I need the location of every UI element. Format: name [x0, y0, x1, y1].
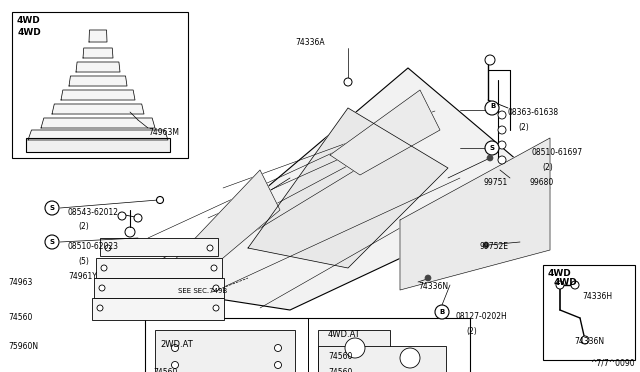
Text: 4WD: 4WD — [554, 278, 578, 287]
Text: 74560-: 74560- — [153, 368, 180, 372]
Circle shape — [213, 305, 219, 311]
Circle shape — [97, 305, 103, 311]
Circle shape — [498, 156, 506, 164]
Circle shape — [45, 201, 59, 215]
Circle shape — [435, 305, 449, 319]
Circle shape — [207, 245, 213, 251]
Bar — [26, 138, 170, 152]
Bar — [155, 330, 295, 372]
Polygon shape — [83, 48, 113, 58]
Text: 08510-61697: 08510-61697 — [532, 148, 583, 157]
Bar — [318, 330, 390, 372]
Circle shape — [157, 196, 163, 203]
Text: (2): (2) — [542, 163, 553, 172]
Circle shape — [344, 78, 352, 86]
Circle shape — [425, 275, 431, 281]
Text: 74963M: 74963M — [148, 128, 179, 137]
Text: 08510-62023: 08510-62023 — [68, 242, 119, 251]
Polygon shape — [41, 118, 155, 128]
Circle shape — [125, 227, 135, 237]
Text: 74336H: 74336H — [582, 292, 612, 301]
Text: 99680: 99680 — [530, 178, 554, 187]
Text: (2): (2) — [78, 222, 89, 231]
Text: 99751: 99751 — [484, 178, 508, 187]
Bar — [94, 278, 224, 298]
Text: (5): (5) — [78, 257, 89, 266]
Text: S: S — [490, 145, 495, 151]
Circle shape — [498, 111, 506, 119]
Circle shape — [345, 338, 365, 358]
Circle shape — [134, 214, 142, 222]
Text: 4WD: 4WD — [18, 28, 42, 37]
Circle shape — [485, 141, 499, 155]
Bar — [100, 238, 218, 256]
Polygon shape — [28, 130, 168, 140]
Text: (2): (2) — [518, 123, 529, 132]
Text: 4WD: 4WD — [548, 269, 572, 278]
Circle shape — [105, 245, 111, 251]
Polygon shape — [400, 138, 550, 290]
Polygon shape — [165, 170, 280, 290]
Text: 08127-0202H: 08127-0202H — [456, 312, 508, 321]
Polygon shape — [52, 104, 144, 114]
Polygon shape — [76, 62, 120, 72]
Text: S: S — [49, 239, 54, 245]
Circle shape — [400, 348, 420, 368]
Text: (2): (2) — [466, 327, 477, 336]
Text: ^7/7^0090: ^7/7^0090 — [590, 358, 635, 367]
Circle shape — [172, 362, 179, 369]
Circle shape — [571, 281, 579, 289]
Circle shape — [487, 155, 493, 161]
Text: 4WD.AT: 4WD.AT — [328, 330, 361, 339]
Text: S: S — [49, 205, 54, 211]
Text: 74336N: 74336N — [574, 337, 604, 346]
Circle shape — [99, 285, 105, 291]
Text: SEE SEC.749B: SEE SEC.749B — [178, 288, 227, 294]
Circle shape — [213, 285, 219, 291]
Text: 74336N: 74336N — [418, 282, 448, 291]
Circle shape — [498, 126, 506, 134]
Text: 08543-62012: 08543-62012 — [68, 208, 119, 217]
Text: 74336A: 74336A — [295, 38, 324, 47]
Text: 74560: 74560 — [8, 313, 33, 322]
Text: 74961Y: 74961Y — [68, 272, 97, 281]
Bar — [96, 258, 222, 278]
Circle shape — [45, 235, 59, 249]
Polygon shape — [148, 68, 550, 310]
Text: 2WD.AT: 2WD.AT — [160, 340, 193, 349]
Circle shape — [556, 281, 564, 289]
Circle shape — [172, 344, 179, 352]
Text: B: B — [490, 103, 495, 109]
Bar — [318, 346, 446, 372]
Text: 4WD: 4WD — [17, 16, 41, 25]
Circle shape — [275, 362, 282, 369]
Text: 75960N: 75960N — [8, 342, 38, 351]
Polygon shape — [330, 90, 440, 175]
Polygon shape — [69, 76, 127, 86]
Bar — [12, 12, 188, 158]
Circle shape — [485, 101, 499, 115]
Circle shape — [101, 265, 107, 271]
Bar — [145, 318, 470, 372]
Circle shape — [483, 242, 489, 248]
Circle shape — [275, 344, 282, 352]
Polygon shape — [61, 90, 135, 100]
Text: 74560: 74560 — [328, 352, 353, 361]
Circle shape — [485, 55, 495, 65]
Text: 08363-61638: 08363-61638 — [508, 108, 559, 117]
Text: B: B — [440, 309, 445, 315]
Text: 74560: 74560 — [328, 368, 353, 372]
Polygon shape — [248, 108, 448, 268]
Text: 99752E: 99752E — [480, 242, 509, 251]
Text: 74963: 74963 — [8, 278, 33, 287]
Circle shape — [118, 212, 126, 220]
Circle shape — [581, 336, 589, 344]
Circle shape — [211, 265, 217, 271]
Circle shape — [498, 141, 506, 149]
Bar — [543, 265, 635, 360]
Bar — [92, 298, 224, 320]
Polygon shape — [89, 30, 107, 42]
